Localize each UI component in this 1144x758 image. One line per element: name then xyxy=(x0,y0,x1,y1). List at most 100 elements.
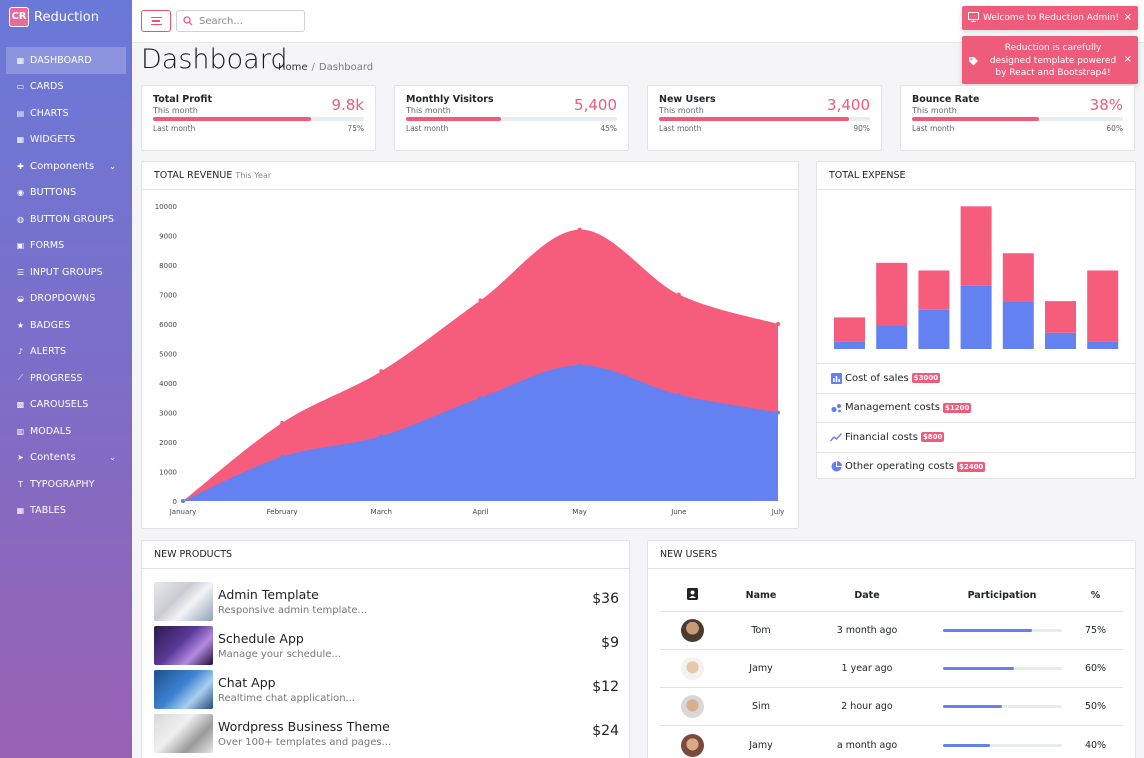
menu-toggle-button[interactable] xyxy=(141,10,171,32)
sidebar-item-label: BADGES xyxy=(30,319,71,331)
charts-icon: ▤ xyxy=(16,108,25,118)
sidebar-item-contents[interactable]: ➤ Contents ⌄ xyxy=(0,445,132,472)
data-point xyxy=(280,454,285,459)
bar-chart-icon xyxy=(830,372,842,384)
product-text: Chat App Realtime chat application... xyxy=(218,675,355,704)
card-title: TOTAL EXPENSE xyxy=(829,170,906,181)
expense-bar-segment xyxy=(834,341,865,349)
sidebar: CR Reduction ▦ DASHBOARD ▭ CARDS ▤ CHARTS ▦ WID… xyxy=(0,0,132,758)
card-header: NEW USERS xyxy=(648,541,1135,569)
close-icon[interactable]: ✕ xyxy=(1123,12,1132,24)
sidebar-item-progress[interactable]: ⟋ PROGRESS xyxy=(0,365,132,392)
sidebar-item-cards[interactable]: ▭ CARDS xyxy=(0,74,132,101)
expense-item[interactable]: Financial costs $800 xyxy=(817,422,1135,452)
expense-bar-segment xyxy=(1045,332,1076,349)
product-item[interactable]: Schedule App Manage your schedule... $9 xyxy=(154,625,619,665)
sidebar-item-dropdowns[interactable]: ◒ DROPDOWNS xyxy=(0,286,132,313)
table-row[interactable]: Tom 3 month ago 75% xyxy=(660,611,1123,650)
stat-footer-label: Last month xyxy=(659,124,702,133)
sidebar-item-badges[interactable]: ★ BADGES xyxy=(0,312,132,339)
column-header-avatar xyxy=(660,581,724,612)
cards-icon: ▭ xyxy=(16,82,25,92)
sidebar-item-label: CARDS xyxy=(30,81,64,93)
group-icon: ◍ xyxy=(16,214,25,224)
card-title: NEW PRODUCTS xyxy=(154,549,233,560)
radio-icon: ◉ xyxy=(16,188,25,198)
table-icon: ▦ xyxy=(16,506,25,516)
search-box[interactable] xyxy=(176,10,305,32)
expense-bar-segment xyxy=(1002,301,1034,349)
sidebar-item-modals[interactable]: ▥ MODALS xyxy=(0,418,132,445)
expense-bar-segment xyxy=(918,309,950,349)
data-point xyxy=(776,410,780,415)
sidebar-item-charts[interactable]: ▤ CHARTS xyxy=(0,100,132,127)
user-date: 2 hour ago xyxy=(798,687,936,727)
sidebar-item-button-groups[interactable]: ◍ BUTTON GROUPS xyxy=(0,206,132,233)
product-price: $12 xyxy=(592,679,619,695)
participation-cell xyxy=(936,725,1068,758)
sidebar-item-label: BUTTONS xyxy=(30,187,77,199)
participation-bar xyxy=(942,705,1062,709)
expense-list: Cost of sales $3000 Management costs $1200 F… xyxy=(817,363,1135,481)
sidebar-item-label: Components xyxy=(30,160,95,172)
expense-item[interactable]: Management costs $1200 xyxy=(817,392,1135,423)
product-item[interactable]: Wordpress Business Theme Over 100+ templa… xyxy=(154,713,619,753)
data-point xyxy=(478,298,483,303)
sidebar-item-label: TABLES xyxy=(30,505,67,517)
y-tick-label: 0 xyxy=(173,498,177,506)
column-header-name: Name xyxy=(724,581,798,612)
y-tick-label: 8000 xyxy=(159,262,177,270)
table-row[interactable]: Jamy 1 year ago 60% xyxy=(660,649,1123,689)
product-image xyxy=(154,625,213,665)
dashboard-icon: ▦ xyxy=(16,55,25,65)
user-name: Sim xyxy=(724,687,798,727)
stat-percent: 75% xyxy=(347,124,364,133)
product-price: $24 xyxy=(592,723,619,739)
sidebar-item-tables[interactable]: ▦ TABLES xyxy=(0,498,132,525)
brand[interactable]: CR Reduction xyxy=(0,0,132,34)
participation-fill xyxy=(942,666,1014,670)
sidebar-item-typography[interactable]: T TYPOGRAPHY xyxy=(0,471,132,498)
sidebar-item-label: Contents xyxy=(30,452,76,464)
sidebar-item-buttons[interactable]: ◉ BUTTONS xyxy=(0,180,132,207)
dropdown-icon: ◒ xyxy=(16,294,25,304)
avatar xyxy=(680,656,704,680)
close-icon[interactable]: ✕ xyxy=(1123,54,1132,66)
participation-cell xyxy=(936,649,1068,689)
expense-card: TOTAL EXPENSE Cost of sales $3000 Manageme… xyxy=(816,161,1136,479)
sidebar-item-input-groups[interactable]: ☰ INPUT GROUPS xyxy=(0,259,132,286)
product-description: Over 100+ templates and pages... xyxy=(218,736,392,748)
product-text: Schedule App Manage your schedule... xyxy=(218,631,341,660)
sidebar-item-alerts[interactable]: ♪ ALERTS xyxy=(0,339,132,366)
card-title: TOTAL REVENUE xyxy=(154,170,233,181)
revenue-card: TOTAL REVENUE This Year 0 1000 2000 3000 4000… xyxy=(141,161,799,529)
x-tick-label: May xyxy=(572,508,586,516)
puzzle-icon: ✚ xyxy=(17,161,24,171)
product-name: Admin Template xyxy=(218,586,319,602)
table-row[interactable]: Jamy a month ago 40% xyxy=(660,725,1123,758)
product-item[interactable]: Admin Template Responsive admin template.… xyxy=(154,581,619,621)
contact-icon xyxy=(686,588,698,601)
data-point xyxy=(676,292,681,297)
sidebar-item-components[interactable]: ✚ Components ⌄ xyxy=(0,153,132,180)
card-header: TOTAL REVENUE This Year xyxy=(142,162,798,190)
product-name: Wordpress Business Theme xyxy=(218,718,390,734)
expense-label: Financial costs xyxy=(845,431,918,443)
user-name: Jamy xyxy=(724,649,798,689)
table-row[interactable]: Sim 2 hour ago 50% xyxy=(660,687,1123,727)
expense-item[interactable]: Other operating costs $2400 xyxy=(817,451,1135,482)
search-input[interactable] xyxy=(199,15,299,27)
breadcrumb-current: Dashboard xyxy=(318,62,374,73)
sidebar-item-dashboard[interactable]: ▦ DASHBOARD xyxy=(6,47,126,74)
sidebar-item-carousels[interactable]: ▩ CAROUSELS xyxy=(0,392,132,419)
breadcrumb-home[interactable]: Home xyxy=(278,62,308,73)
sidebar-item-widgets[interactable]: ▦ WIDGETS xyxy=(0,127,132,154)
expense-item[interactable]: Cost of sales $3000 xyxy=(817,363,1135,393)
card-title: NEW USERS xyxy=(660,549,718,560)
product-item[interactable]: Chat App Realtime chat application... $12 xyxy=(154,669,619,709)
expense-label: Other operating costs xyxy=(845,461,954,473)
sidebar-item-forms[interactable]: ▣ FORMS xyxy=(0,233,132,260)
user-percent: 75% xyxy=(1068,611,1123,650)
notification-info: Reduction is carefully designed template… xyxy=(962,36,1138,84)
stat-progress-bar xyxy=(659,117,870,121)
